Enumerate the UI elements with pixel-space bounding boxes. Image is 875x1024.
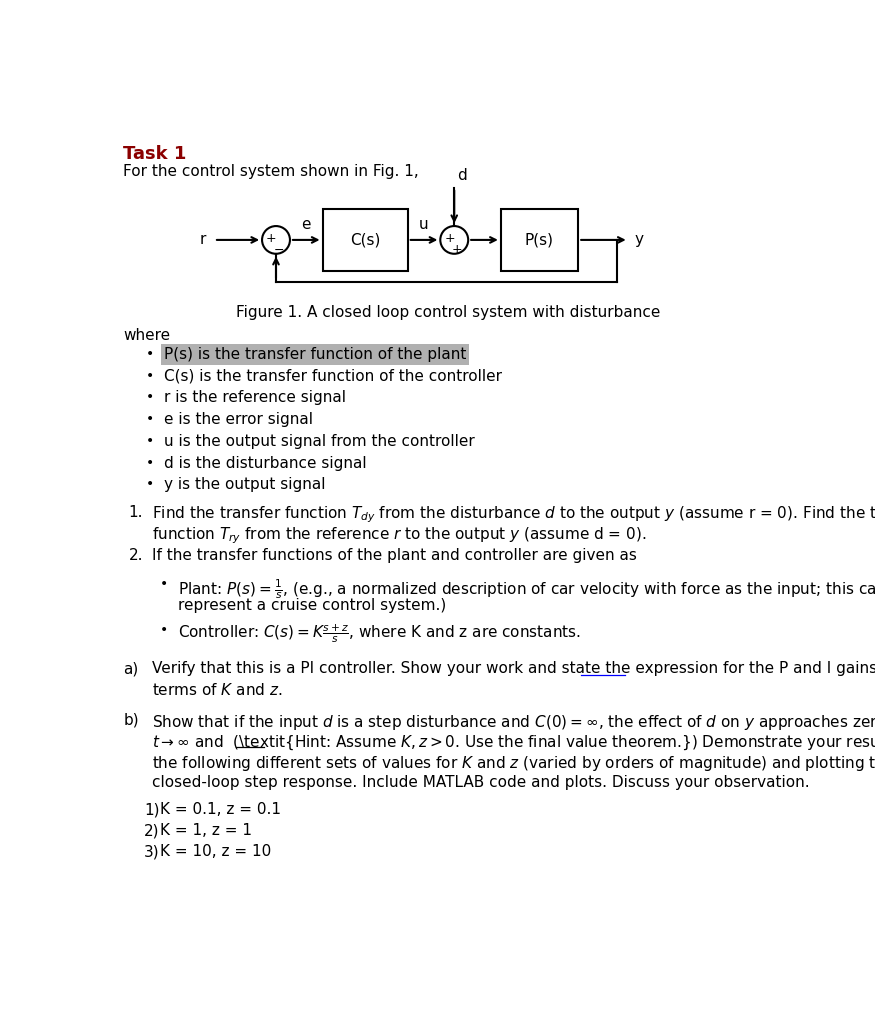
Text: Plant: $P(s) = \frac{1}{s}$, (e.g., a normalized description of car velocity wit: Plant: $P(s) = \frac{1}{s}$, (e.g., a no… bbox=[178, 578, 875, 601]
Text: u is the output signal from the controller: u is the output signal from the controll… bbox=[164, 434, 474, 449]
Bar bbox=[500, 209, 578, 270]
Text: •: • bbox=[145, 347, 154, 360]
Text: •: • bbox=[145, 477, 154, 492]
Text: u: u bbox=[419, 217, 429, 232]
Text: C(s) is the transfer function of the controller: C(s) is the transfer function of the con… bbox=[164, 369, 501, 384]
Text: Figure 1. A closed loop control system with disturbance: Figure 1. A closed loop control system w… bbox=[236, 304, 661, 319]
Text: a): a) bbox=[123, 662, 138, 676]
Text: •: • bbox=[145, 456, 154, 470]
Text: C(s): C(s) bbox=[350, 232, 381, 248]
Bar bbox=[323, 209, 408, 270]
Text: where: where bbox=[123, 328, 171, 343]
Text: •: • bbox=[145, 369, 154, 383]
Text: K = 10, z = 10: K = 10, z = 10 bbox=[160, 845, 271, 859]
Text: P(s) is the transfer function of the plant: P(s) is the transfer function of the pla… bbox=[164, 347, 466, 361]
Text: e: e bbox=[302, 217, 311, 232]
Text: K = 1, z = 1: K = 1, z = 1 bbox=[160, 823, 252, 839]
Text: e is the error signal: e is the error signal bbox=[164, 412, 312, 427]
Text: 2): 2) bbox=[144, 823, 160, 839]
Text: closed-loop step response. Include MATLAB code and plots. Discuss your observati: closed-loop step response. Include MATLA… bbox=[152, 775, 809, 791]
Text: 1): 1) bbox=[144, 802, 160, 817]
Text: r is the reference signal: r is the reference signal bbox=[164, 390, 346, 406]
Text: •: • bbox=[159, 623, 168, 637]
Text: +: + bbox=[266, 231, 276, 245]
Text: Find the transfer function $T_{dy}$ from the disturbance $d$ to the output $y$ (: Find the transfer function $T_{dy}$ from… bbox=[152, 505, 875, 525]
Text: b): b) bbox=[123, 713, 139, 728]
Text: d is the disturbance signal: d is the disturbance signal bbox=[164, 456, 367, 470]
Text: 1.: 1. bbox=[129, 505, 144, 520]
Text: y is the output signal: y is the output signal bbox=[164, 477, 326, 493]
Text: 3): 3) bbox=[144, 845, 160, 859]
Text: •: • bbox=[145, 390, 154, 404]
Text: •: • bbox=[145, 412, 154, 426]
Text: $t \to \infty$ and  (\textit{Hint: Assume $K,z > 0$. Use the final value theorem: $t \to \infty$ and (\textit{Hint: Assume… bbox=[152, 733, 875, 752]
Text: Verify that this is a PI controller. Show your work and state the expression for: Verify that this is a PI controller. Sho… bbox=[152, 662, 875, 676]
Text: terms of $K$ and $z$.: terms of $K$ and $z$. bbox=[152, 682, 283, 698]
Text: d: d bbox=[458, 168, 467, 183]
Text: Task 1: Task 1 bbox=[123, 145, 186, 163]
Text: Show that if the input $d$ is a step disturbance and $C(0) = \infty$, the effect: Show that if the input $d$ is a step dis… bbox=[152, 713, 875, 732]
Text: For the control system shown in Fig. 1,: For the control system shown in Fig. 1, bbox=[123, 165, 419, 179]
Text: +: + bbox=[452, 244, 463, 256]
Text: +: + bbox=[444, 231, 455, 245]
Text: •: • bbox=[145, 434, 154, 447]
Text: Controller: $C(s) = K\frac{s+z}{s}$, where K and z are constants.: Controller: $C(s) = K\frac{s+z}{s}$, whe… bbox=[178, 623, 581, 645]
Text: represent a cruise control system.): represent a cruise control system.) bbox=[178, 598, 446, 613]
Text: r: r bbox=[200, 232, 206, 248]
Text: K = 0.1, z = 0.1: K = 0.1, z = 0.1 bbox=[160, 802, 281, 817]
Text: function $T_{ry}$ from the reference $r$ to the output $y$ (assume d = 0).: function $T_{ry}$ from the reference $r$… bbox=[152, 525, 647, 546]
Text: •: • bbox=[159, 578, 168, 591]
Text: P(s): P(s) bbox=[525, 232, 554, 248]
Text: −: − bbox=[274, 244, 284, 256]
Text: 2.: 2. bbox=[129, 548, 144, 563]
Text: If the transfer functions of the plant and controller are given as: If the transfer functions of the plant a… bbox=[152, 548, 637, 563]
Text: y: y bbox=[635, 232, 644, 248]
Text: the following different sets of values for $K$ and $z$ (varied by orders of magn: the following different sets of values f… bbox=[152, 755, 875, 773]
